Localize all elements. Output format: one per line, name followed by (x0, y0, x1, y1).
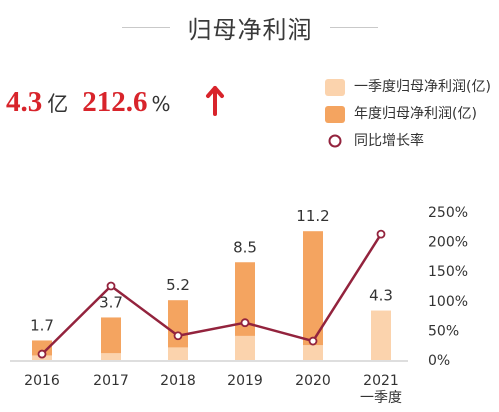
kpi-growth-value: 212.6 (82, 86, 148, 118)
growth-point-2 (173, 331, 183, 341)
x-tick-label-5: 2021 (363, 373, 399, 389)
title-divider-left (122, 27, 170, 28)
title-divider-right (330, 27, 378, 28)
growth-line (41, 233, 383, 355)
data-label-0: 1.7 (30, 316, 54, 334)
page-title: 归母净利润 (187, 16, 313, 44)
kpi-growth-unit: % (151, 92, 171, 116)
kpi-summary: 4.3 亿 212.6% (6, 86, 171, 126)
data-label-4: 11.2 (296, 207, 329, 225)
data-label-5: 4.3 (369, 287, 393, 305)
bar-q1-2 (168, 347, 188, 360)
x-tick-label-4: 2020 (295, 373, 331, 389)
kpi-profit-value: 4.3 (6, 86, 43, 118)
x-tick-label-3: 2019 (227, 373, 263, 389)
y-right-tick-4: 200% (428, 235, 468, 251)
growth-point-3 (240, 318, 250, 328)
bar-q1-3 (235, 335, 255, 360)
data-label-1: 3.7 (99, 293, 123, 311)
legend-circle-icon (328, 134, 342, 148)
kpi-profit-unit: 亿 (47, 92, 69, 116)
bar-annual-3 (235, 262, 255, 360)
data-label-3: 8.5 (233, 238, 257, 256)
bar-q1-1 (101, 353, 121, 360)
y-right-tick-5: 250% (428, 205, 468, 221)
x-tick-label-1: 2017 (93, 373, 129, 389)
x-tick-label-2: 2018 (160, 373, 196, 389)
growth-point-0 (37, 349, 47, 359)
legend-swatch-annual (325, 106, 345, 123)
x-tick-label-0: 2016 (24, 373, 60, 389)
growth-point-1 (106, 281, 116, 291)
y-right-tick-2: 100% (428, 294, 468, 310)
data-label-2: 5.2 (166, 276, 190, 294)
legend-swatch-q1 (325, 79, 345, 96)
bar-annual-2 (168, 300, 188, 360)
y-right-tick-3: 150% (428, 264, 468, 280)
legend-label-q1: 一季度归母净利润(亿) (354, 79, 491, 95)
y-right-tick-0: 0% (428, 353, 450, 369)
bar-annual-1 (101, 317, 121, 360)
legend-label-annual: 年度归母净利润(亿) (354, 106, 477, 122)
x-tick-label-5-line2: 一季度 (360, 390, 402, 406)
legend-label-growth: 同比增长率 (354, 133, 424, 149)
bar-q1-5 (371, 310, 391, 360)
growth-point-5 (376, 229, 386, 239)
title-block: 归母净利润 (0, 8, 499, 44)
y-right-tick-1: 50% (428, 323, 459, 339)
growth-point-4 (308, 336, 318, 346)
bar-annual-4 (303, 231, 323, 360)
up-arrow-icon (206, 86, 224, 116)
bar-q1-4 (303, 345, 323, 360)
